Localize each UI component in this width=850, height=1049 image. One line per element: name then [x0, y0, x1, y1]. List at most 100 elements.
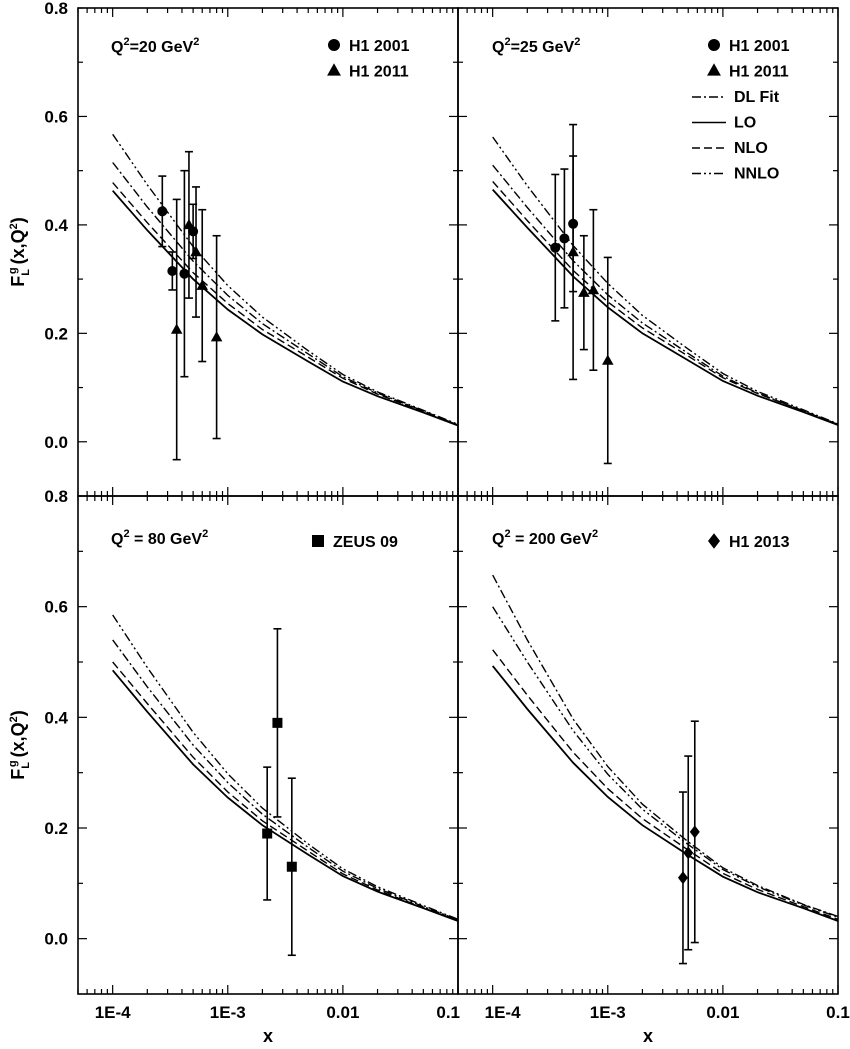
- triangle-marker: [196, 279, 208, 290]
- legend-label: NLO: [734, 140, 768, 157]
- legend-item: H1 2001: [328, 38, 410, 55]
- legend-label: ZEUS 09: [333, 534, 398, 551]
- panel-label: Q2 = 80 GeV2: [111, 528, 208, 548]
- data-point: [190, 186, 202, 318]
- y-axis-title: FLg(x,Q2): [7, 217, 32, 287]
- x-axis-ticks: [77, 495, 459, 994]
- x-tick-label: 1E-4: [95, 1003, 131, 1022]
- legend-label: H1 2011: [729, 64, 789, 81]
- x-tick-label: 1E-3: [590, 1003, 626, 1022]
- circle-marker: [179, 268, 190, 279]
- data-point: [272, 627, 283, 818]
- data-point: [167, 251, 178, 291]
- data-point: [157, 175, 168, 248]
- x-axis-ticks: [457, 7, 839, 496]
- legend: H1 2013: [708, 533, 790, 551]
- plot-frame: [457, 495, 839, 995]
- data-point: [683, 755, 694, 951]
- y-axis-title: FLg(x,Q2): [7, 710, 32, 780]
- data-points: [550, 123, 614, 465]
- legend-item: H1 2011: [707, 63, 789, 81]
- data-point: [550, 173, 561, 322]
- diamond-marker: [683, 846, 694, 860]
- data-point: [578, 234, 590, 351]
- data-points: [262, 627, 297, 957]
- legend-item: DL Fit: [692, 89, 780, 106]
- legend-label: H1 2013: [729, 534, 790, 551]
- theory-curves: [112, 133, 459, 427]
- panel-2: Q2=25 GeV2 H1 2001 H1 2011 DL Fit LO NLO NNLO: [457, 7, 839, 497]
- square-marker: [262, 828, 273, 839]
- triangle-marker: [170, 323, 183, 334]
- y-tick-label: 0.6: [44, 107, 68, 126]
- x-tick-label: 0.01: [706, 1003, 739, 1022]
- legend-label: H1 2001: [729, 38, 790, 55]
- legend-item: H1 2011: [327, 63, 409, 81]
- curve-nlo: [492, 181, 839, 426]
- legend-circle-marker: [328, 39, 340, 51]
- legend-item: H1 2001: [708, 38, 790, 55]
- curve-dl-fit: [492, 164, 839, 426]
- x-tick-label: 0.1: [436, 1003, 460, 1022]
- y-tick-label: 0.4: [44, 708, 68, 727]
- legend-label: LO: [734, 115, 756, 132]
- theory-curves: [112, 614, 459, 922]
- data-point: [179, 169, 190, 378]
- legend-item: ZEUS 09: [312, 534, 398, 551]
- circle-marker: [167, 265, 178, 276]
- triangle-marker: [190, 246, 202, 257]
- x-tick-label: 0.1: [826, 1003, 850, 1022]
- x-axis-ticks: [77, 7, 459, 496]
- panel-4: 1E-4 1E-3 0.01 0.1 x Q2 = 200 GeV2 H1 2013: [457, 495, 850, 1046]
- legend: H1 2001 H1 2011: [327, 38, 410, 81]
- curve-nlo: [492, 649, 839, 920]
- y-tick-label: 0.6: [44, 598, 68, 617]
- data-point: [677, 791, 688, 965]
- curve-dl-fit: [112, 162, 459, 426]
- circle-marker: [550, 242, 561, 253]
- circle-marker: [157, 206, 168, 217]
- x-axis-title: x: [263, 1026, 273, 1046]
- curve-nnlo: [492, 136, 839, 425]
- y-tick-label: 0.0: [44, 433, 68, 452]
- curve-lo: [491, 665, 839, 922]
- data-point: [210, 234, 223, 440]
- triangle-marker: [210, 331, 223, 342]
- curve-nlo: [112, 182, 459, 426]
- legend-label: H1 2011: [349, 64, 409, 81]
- y-tick-label: 0.2: [44, 324, 68, 343]
- theory-curves: [492, 136, 839, 426]
- legend-diamond-marker: [708, 533, 720, 549]
- plot-frame: [77, 495, 459, 995]
- theory-curves: [491, 574, 839, 922]
- square-marker: [286, 861, 297, 872]
- curve-lo: [492, 188, 839, 426]
- square-marker: [272, 717, 283, 728]
- data-point: [183, 150, 195, 299]
- legend: ZEUS 09: [312, 534, 398, 551]
- legend-triangle-marker: [327, 63, 341, 76]
- legend-item: LO: [692, 115, 756, 132]
- data-point: [262, 766, 273, 901]
- triangle-marker: [602, 354, 614, 365]
- panel-label: Q2=20 GeV2: [111, 36, 199, 56]
- data-point: [170, 198, 183, 461]
- curve-nnlo: [112, 614, 459, 920]
- x-tick-label: 1E-4: [485, 1003, 521, 1022]
- diamond-marker: [689, 825, 700, 839]
- x-tick-label: 1E-3: [210, 1003, 246, 1022]
- y-tick-label: 0.8: [44, 487, 68, 506]
- curve-dl-fit: [112, 639, 459, 921]
- data-point: [559, 168, 570, 309]
- data-point: [286, 777, 297, 957]
- legend: H1 2001 H1 2011 DL Fit LO NLO NNLO: [692, 38, 790, 183]
- data-points: [677, 720, 700, 965]
- triangle-marker: [587, 283, 600, 295]
- panel-3: 0.0 0.2 0.4 0.6 0.8 1E-4 1E-3 0.01 0.1 x FLg(x,Q2)…: [7, 487, 460, 1046]
- x-axis-title: x: [643, 1026, 653, 1046]
- legend-triangle-marker: [707, 63, 721, 76]
- data-point: [689, 720, 700, 944]
- triangle-marker: [578, 286, 590, 297]
- plot-frame: [77, 7, 459, 497]
